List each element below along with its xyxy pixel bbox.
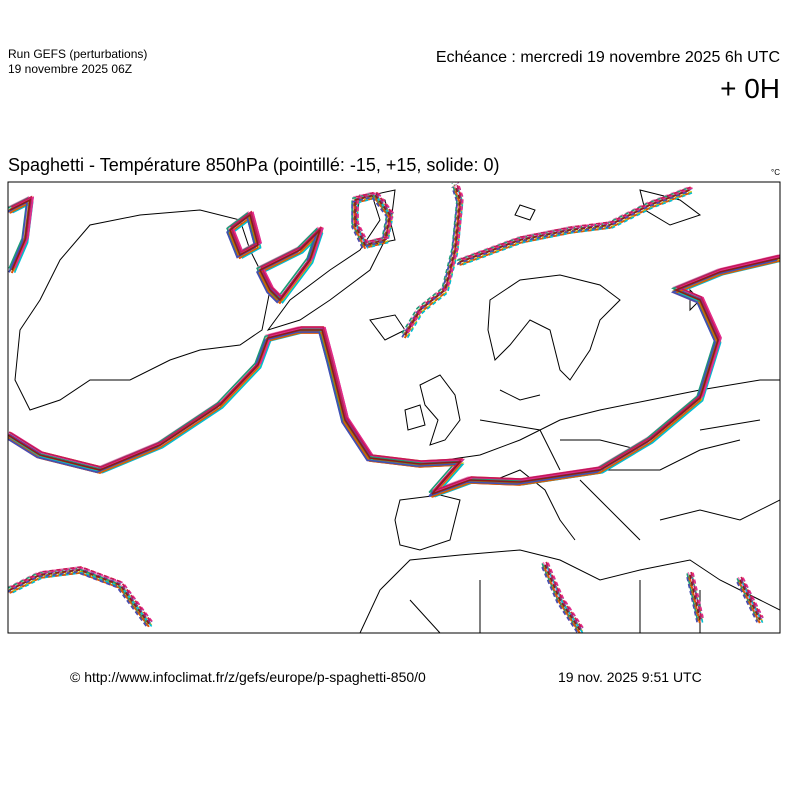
map <box>7 181 781 634</box>
echeance: Echéance : mercredi 19 novembre 2025 6h … <box>436 49 780 66</box>
coastline <box>487 274 621 381</box>
ensemble-member <box>406 187 464 339</box>
ensemble-member <box>401 183 458 334</box>
ensemble-member <box>12 562 764 629</box>
coastline <box>394 494 461 551</box>
ensemble-member <box>405 182 462 333</box>
ensemble-member <box>351 192 388 245</box>
spaghetti <box>8 182 780 633</box>
ensemble-member <box>9 567 761 633</box>
ensemble-member <box>8 563 758 629</box>
ensemble-member <box>462 191 693 266</box>
map-frame <box>7 181 781 634</box>
unit: °C <box>771 168 780 177</box>
lead-time: + 0H <box>720 73 780 104</box>
ensemble-member <box>355 191 392 243</box>
run-label: Run GEFS (perturbations) <box>8 47 147 61</box>
ensemble-member <box>356 196 394 249</box>
contour-plus15 <box>9 564 761 631</box>
ensemble-member <box>459 192 690 266</box>
contour-0 <box>8 257 780 495</box>
timestamp: 19 nov. 2025 9:51 UTC <box>558 669 702 685</box>
contour-minus15 <box>404 184 461 336</box>
ensemble-member <box>353 197 391 249</box>
source-url: © http://www.infoclimat.fr/z/gefs/europe… <box>70 669 426 685</box>
ensemble-member <box>351 196 388 249</box>
ensemble-member <box>462 186 694 261</box>
ensemble-member <box>8 254 780 492</box>
ensemble-member <box>355 193 393 246</box>
ensemble-member <box>12 567 764 633</box>
coastline <box>359 549 780 633</box>
contour-minus15 <box>459 189 691 263</box>
ensemble-member <box>460 186 692 260</box>
map-title: Spaghetti - Température 850hPa (pointill… <box>8 155 499 175</box>
coastline <box>419 374 461 446</box>
coastline <box>439 379 780 541</box>
ensemble-member <box>8 566 758 633</box>
ensemble-member <box>10 561 762 628</box>
ensemble-member <box>357 191 394 244</box>
coastline <box>266 189 396 331</box>
ensemble-member <box>457 186 689 260</box>
contour-minus15 <box>354 194 391 246</box>
coastline <box>404 404 426 431</box>
ensemble-member <box>402 185 459 337</box>
map-content <box>8 182 780 633</box>
contour-0 <box>9 198 321 302</box>
run-date: 19 novembre 2025 06Z <box>8 62 132 76</box>
ensemble-member <box>456 191 688 265</box>
ensemble-member <box>407 182 464 334</box>
coastline <box>14 209 271 411</box>
